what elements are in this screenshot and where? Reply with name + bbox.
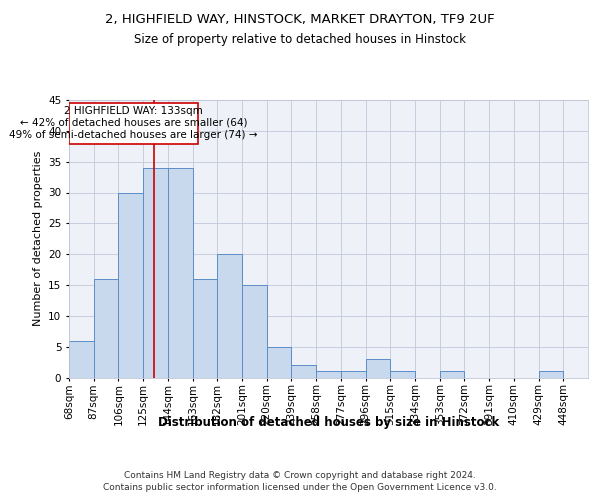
Text: 2, HIGHFIELD WAY, HINSTOCK, MARKET DRAYTON, TF9 2UF: 2, HIGHFIELD WAY, HINSTOCK, MARKET DRAYT…: [105, 12, 495, 26]
Bar: [267, 346, 292, 378]
Text: 2 HIGHFIELD WAY: 133sqm: 2 HIGHFIELD WAY: 133sqm: [64, 106, 203, 116]
Text: 49% of semi-detached houses are larger (74) →: 49% of semi-detached houses are larger (…: [9, 130, 258, 140]
Text: Contains public sector information licensed under the Open Government Licence v3: Contains public sector information licen…: [103, 483, 497, 492]
Bar: [168, 168, 193, 378]
Bar: [193, 279, 217, 378]
Text: Contains HM Land Registry data © Crown copyright and database right 2024.: Contains HM Land Registry data © Crown c…: [124, 472, 476, 480]
Bar: [316, 372, 341, 378]
Bar: [292, 365, 316, 378]
FancyBboxPatch shape: [69, 103, 198, 144]
Bar: [539, 372, 563, 378]
Bar: [242, 285, 267, 378]
Text: Distribution of detached houses by size in Hinstock: Distribution of detached houses by size …: [158, 416, 499, 429]
Bar: [143, 168, 168, 378]
Text: Size of property relative to detached houses in Hinstock: Size of property relative to detached ho…: [134, 32, 466, 46]
Bar: [390, 372, 415, 378]
Bar: [118, 192, 143, 378]
Bar: [365, 359, 390, 378]
Y-axis label: Number of detached properties: Number of detached properties: [32, 151, 43, 326]
Text: ← 42% of detached houses are smaller (64): ← 42% of detached houses are smaller (64…: [20, 117, 247, 127]
Bar: [440, 372, 464, 378]
Bar: [341, 372, 365, 378]
Bar: [94, 279, 118, 378]
Bar: [69, 340, 94, 378]
Bar: [217, 254, 242, 378]
